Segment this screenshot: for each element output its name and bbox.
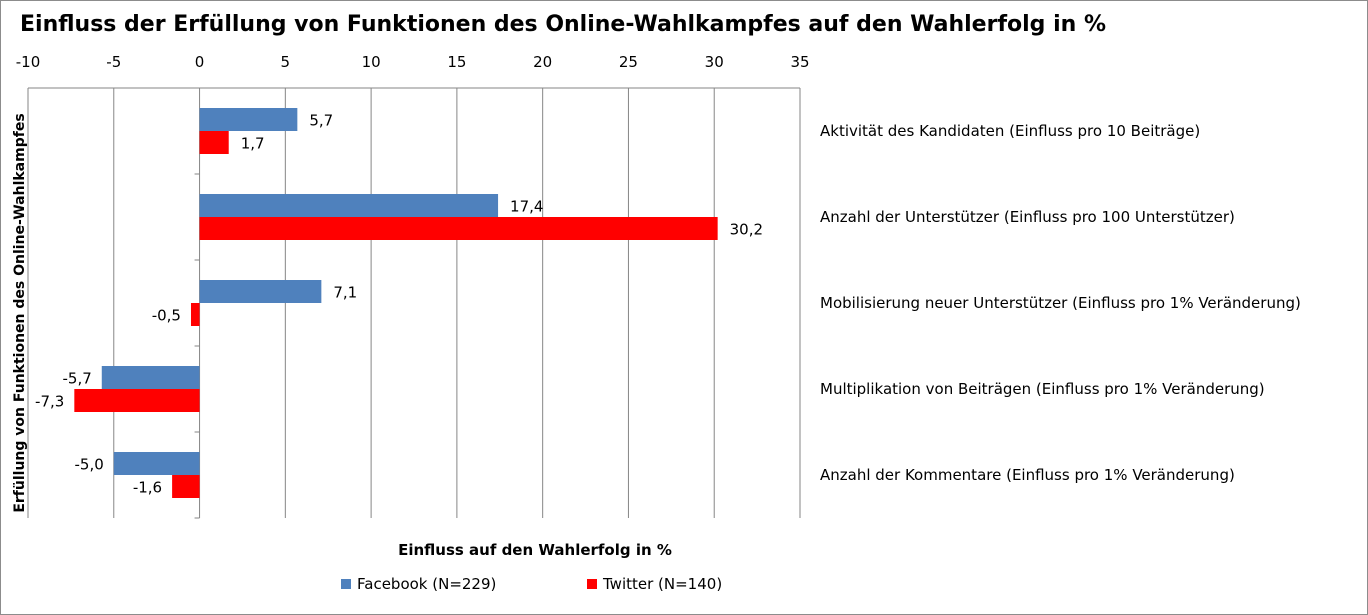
category-label: Anzahl der Kommentare (Einfluss pro 1% V… <box>820 466 1235 484</box>
data-label-facebook: -5,0 <box>74 456 103 474</box>
chart-title: Einfluss der Erfüllung von Funktionen de… <box>20 12 1106 37</box>
x-tick-label: 20 <box>533 53 552 71</box>
bar-twitter <box>172 475 200 498</box>
data-label-facebook: 17,4 <box>510 198 543 216</box>
legend-item-facebook: Facebook (N=229) <box>341 575 496 593</box>
data-label-twitter: 1,7 <box>241 135 265 153</box>
legend-swatch-twitter <box>587 579 597 589</box>
category-label: Multiplikation von Beiträgen (Einfluss p… <box>820 380 1265 398</box>
legend-label-facebook: Facebook (N=229) <box>357 575 497 593</box>
x-axis-title: Einfluss auf den Wahlerfolg in % <box>398 541 672 559</box>
x-tick-label: -5 <box>106 53 121 71</box>
bar-twitter <box>199 131 229 154</box>
x-tick-label: 0 <box>195 53 205 71</box>
x-tick-label: -10 <box>16 53 41 71</box>
data-label-twitter: -0,5 <box>152 307 181 325</box>
x-tick-label: 5 <box>281 53 291 71</box>
data-label-twitter: 30,2 <box>730 221 763 239</box>
category-label: Anzahl der Unterstützer (Einfluss pro 10… <box>820 208 1235 226</box>
data-label-facebook: 5,7 <box>309 112 333 130</box>
bar-facebook <box>199 280 322 303</box>
data-label-facebook: -5,7 <box>62 370 91 388</box>
bar-facebook <box>113 452 200 475</box>
data-label-twitter: -7,3 <box>35 393 64 411</box>
x-tick-label: 15 <box>447 53 466 71</box>
bar-facebook <box>199 194 499 217</box>
bar-facebook <box>199 108 298 131</box>
legend-swatch-facebook <box>341 579 351 589</box>
bar-twitter <box>74 389 200 412</box>
bar-twitter <box>199 217 718 240</box>
x-tick-label: 10 <box>362 53 381 71</box>
bar-facebook <box>101 366 200 389</box>
legend: Facebook (N=229) Twitter (N=140) <box>0 575 1368 597</box>
data-label-facebook: 7,1 <box>333 284 357 302</box>
x-tick-label: 25 <box>619 53 638 71</box>
bar-twitter <box>190 303 200 326</box>
category-label: Aktivität des Kandidaten (Einfluss pro 1… <box>820 122 1200 140</box>
data-label-twitter: -1,6 <box>133 479 162 497</box>
x-tick-label: 35 <box>790 53 809 71</box>
legend-label-twitter: Twitter (N=140) <box>603 575 723 593</box>
category-label: Mobilisierung neuer Unterstützer (Einflu… <box>820 294 1301 312</box>
x-tick-label: 30 <box>705 53 724 71</box>
legend-item-twitter: Twitter (N=140) <box>587 575 722 593</box>
